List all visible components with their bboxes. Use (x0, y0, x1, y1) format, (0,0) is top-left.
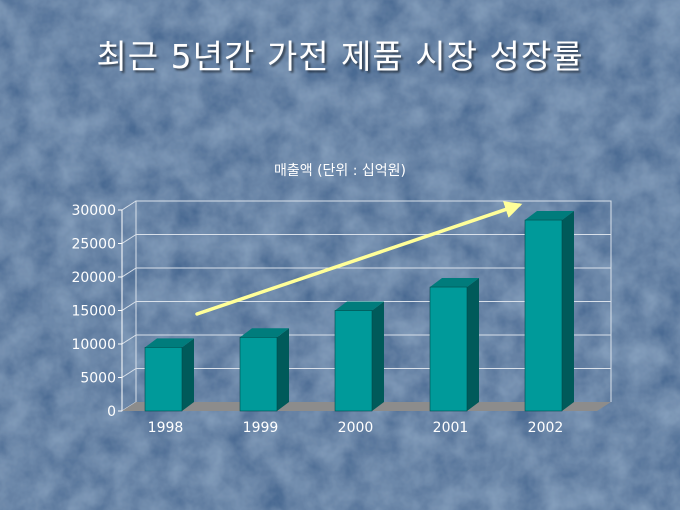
y-tick-label: 25000 (71, 237, 116, 253)
bar (239, 336, 278, 412)
slide-title: 최근 5년간 가전 제품 시장 성장률 (96, 37, 584, 76)
bar-side (467, 278, 479, 411)
gridline-side (121, 267, 137, 278)
chart-title: 매출액 (단위 : 십억원) (273, 163, 407, 179)
bar (144, 347, 183, 412)
bar-side (182, 338, 194, 411)
gridline-side (121, 301, 137, 311)
x-tick-label: 2002 (528, 420, 564, 436)
y-tick-label: 5000 (80, 371, 116, 387)
gridline-side (121, 368, 137, 378)
bar-side (562, 211, 574, 411)
x-tick-label: 1998 (148, 420, 184, 436)
y-tick-label: 0 (107, 404, 116, 420)
bar-top (335, 301, 384, 311)
y-tick-label: 10000 (71, 337, 116, 353)
y-tick-label: 20000 (71, 270, 116, 286)
up-right-arrow-icon (195, 201, 523, 316)
bar (334, 310, 373, 412)
y-tick-label: 30000 (71, 203, 116, 219)
bar (524, 219, 563, 412)
gridline-side (121, 200, 137, 211)
y-tick-label: 15000 (71, 304, 116, 320)
bar-top (240, 328, 289, 338)
bar (429, 286, 468, 412)
bar-side (372, 301, 384, 411)
x-tick-label: 2000 (338, 420, 374, 436)
gridline-side (121, 234, 137, 244)
x-tick-label: 2001 (433, 420, 469, 436)
x-tick-label: 1999 (243, 420, 279, 436)
bar-top (430, 278, 479, 288)
gridline-side (121, 334, 137, 345)
bar-top (525, 211, 574, 221)
bar-side (277, 328, 289, 411)
bar-top (145, 338, 194, 348)
plot-area: 0 5000 10000 15000 20000 25000 30000 1998 1999 20… (71, 200, 612, 436)
